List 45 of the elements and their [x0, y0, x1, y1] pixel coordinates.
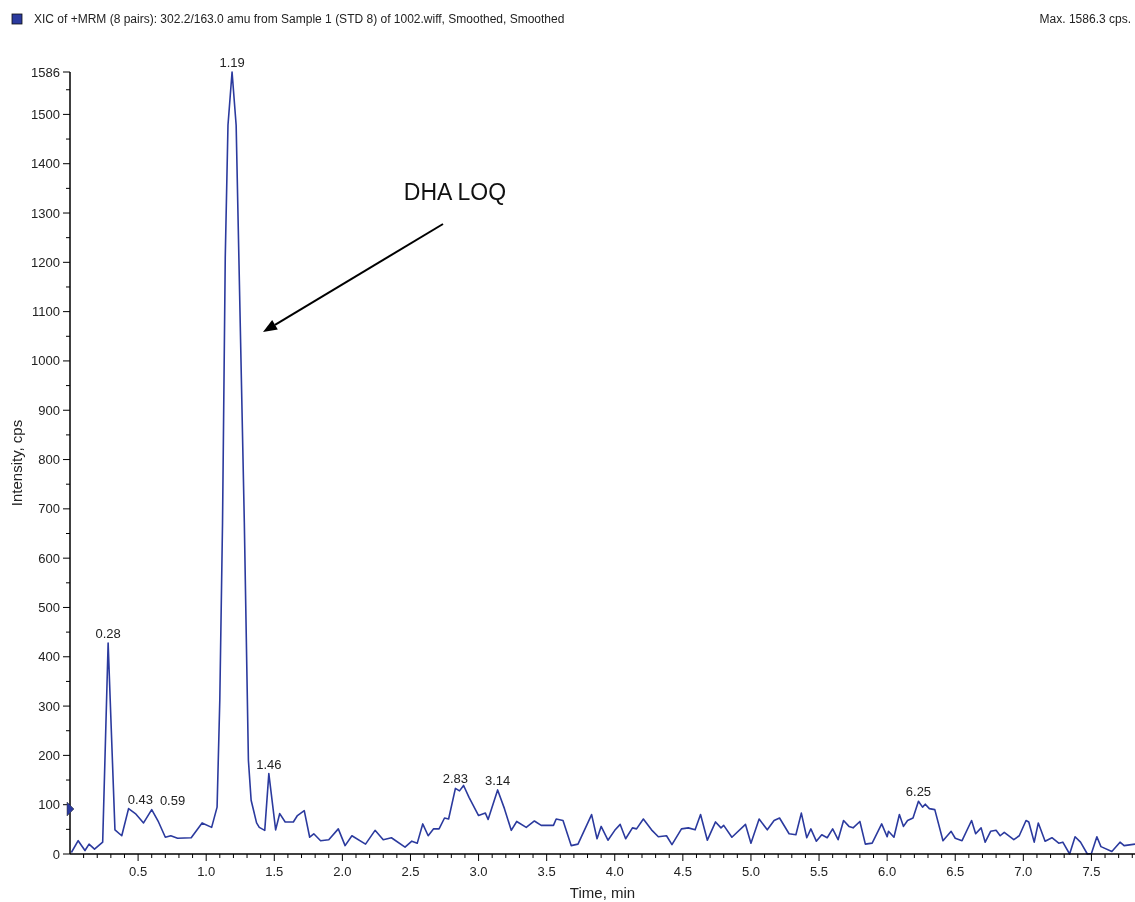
x-tick-label: 7.0 [1014, 864, 1033, 879]
annotation: 2.83 [442, 771, 469, 787]
annotation: 6.25 [905, 784, 932, 800]
y-tick-label: 200 [38, 747, 60, 763]
text: Max. 1586.3 cps. [1039, 12, 1131, 26]
y-tick-label: 1200 [31, 254, 60, 270]
y-axis-title: Intensity, cps [8, 419, 25, 507]
x-axis-title: Time, min [569, 884, 636, 901]
x-tick-label: 5.0 [741, 864, 760, 879]
annotation: 1.19 [219, 55, 245, 70]
y-tick-label: 900 [38, 402, 60, 418]
y-tick-label: 600 [38, 550, 60, 566]
y-tick-label: 1300 [31, 205, 60, 221]
x-tick-label: 1.5 [265, 864, 284, 879]
y-tick-label: 100 [38, 797, 60, 813]
y-tick-label: 800 [38, 452, 60, 468]
y-tick-label: 0 [52, 846, 60, 862]
y-tick-label: 500 [38, 599, 60, 615]
y-tick-label: 1500 [31, 106, 60, 122]
annotation: 1.46 [256, 756, 282, 772]
x-tick-label: 7.5 [1082, 864, 1101, 879]
y-tick-label: 300 [38, 698, 60, 714]
x-tick-label: 6.0 [878, 864, 897, 879]
x-tick-label: 0.5 [129, 864, 148, 879]
annotation: DHA LOQ [403, 179, 507, 205]
x-tick-label: 3.5 [537, 864, 556, 879]
x-tick-label: 6.5 [946, 864, 965, 879]
y-tick-label: 400 [38, 649, 60, 665]
y-tick-label: 700 [38, 501, 60, 517]
x-tick-label: 2.5 [401, 864, 420, 879]
annotation: 0.28 [95, 625, 121, 641]
annotation: 0.59 [159, 792, 186, 808]
x-tick-label: 3.0 [469, 864, 488, 879]
y-tick-label: 1400 [31, 156, 60, 172]
x-tick-label: 1.0 [197, 864, 216, 879]
y-tick-label: 1100 [32, 304, 60, 320]
y-tick-label: 1586 [31, 64, 60, 80]
annotation: 3.14 [484, 772, 511, 788]
x-tick-label: 4.5 [673, 864, 692, 879]
x-tick-label: 2.0 [333, 864, 352, 879]
annotation: 0.43 [127, 791, 153, 807]
x-tick-label: 4.0 [605, 864, 624, 879]
y-tick-label: 1000 [31, 353, 60, 369]
x-tick-label: 5.5 [810, 864, 829, 879]
legend-label: XIC of +MRM (8 pairs): 302.2/163.0 amu from Sample 1 (STD 8) of 1002.wiff, Smoothed, Smoothed [34, 12, 565, 26]
